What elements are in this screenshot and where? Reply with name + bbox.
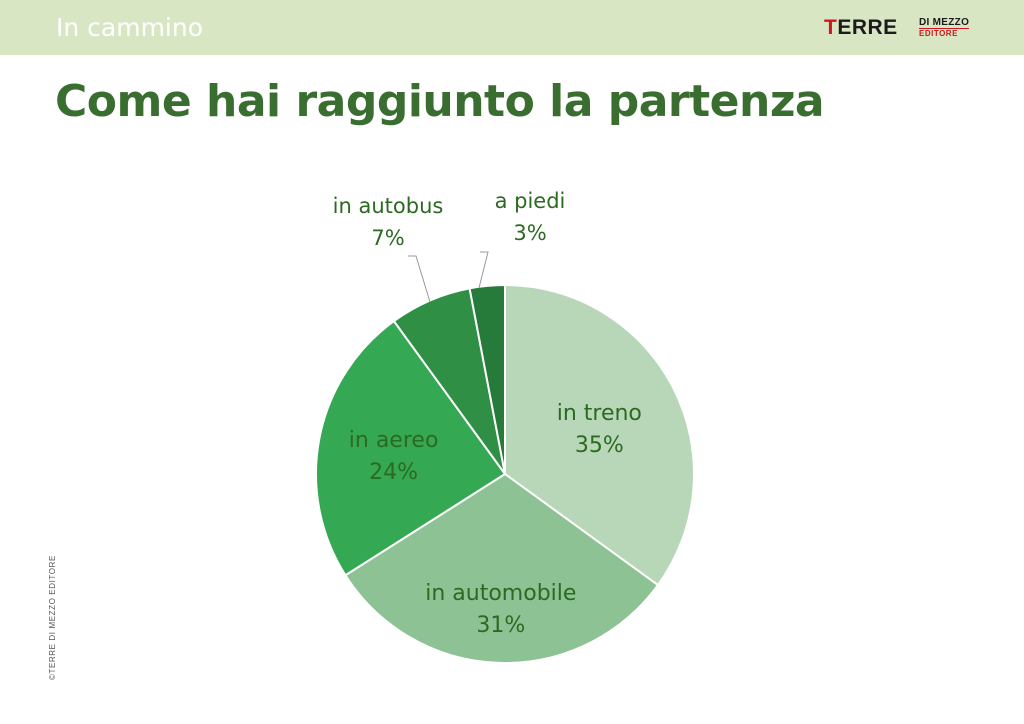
slice-value-in-autobus: 7% bbox=[371, 226, 404, 250]
slice-value-a-piedi: 3% bbox=[513, 221, 546, 245]
pie-slice-in-automobile bbox=[344, 472, 660, 664]
slice-label-in-autobus: in autobus bbox=[333, 194, 444, 218]
publisher-logo: TERRE DI MEZZO EDITORE bbox=[824, 16, 974, 42]
slice-value-in-aereo: 24% bbox=[369, 460, 418, 485]
logo-line-2: EDITORE bbox=[919, 29, 958, 38]
slice-label-a-piedi: a piedi bbox=[495, 189, 566, 213]
slice-label-in-aereo: in aereo bbox=[349, 428, 439, 453]
logo-rule bbox=[919, 28, 969, 29]
pie-slice-in-treno bbox=[504, 283, 695, 587]
slice-label-in-treno: in treno bbox=[557, 401, 642, 426]
page-title: Come hai raggiunto la partenza bbox=[55, 76, 825, 127]
slice-value-in-treno: 35% bbox=[575, 433, 624, 458]
top-bar: In cammino TERRE DI MEZZO EDITORE bbox=[0, 0, 1024, 55]
leader-line-in-autobus bbox=[408, 255, 431, 303]
copyright-note: ©TERRE DI MEZZO EDITORE bbox=[48, 555, 57, 680]
section-label: In cammino bbox=[56, 13, 204, 42]
logo-wordmark: TERRE bbox=[824, 16, 898, 39]
logo-line-1: DI MEZZO bbox=[919, 17, 970, 28]
pie-slice-in-aereo bbox=[315, 319, 507, 577]
slice-label-in-automobile: in automobile bbox=[425, 581, 576, 606]
leader-line-a-piedi bbox=[478, 251, 489, 289]
pie-slice-a-piedi bbox=[468, 283, 506, 475]
slice-value-in-automobile: 31% bbox=[476, 613, 525, 638]
